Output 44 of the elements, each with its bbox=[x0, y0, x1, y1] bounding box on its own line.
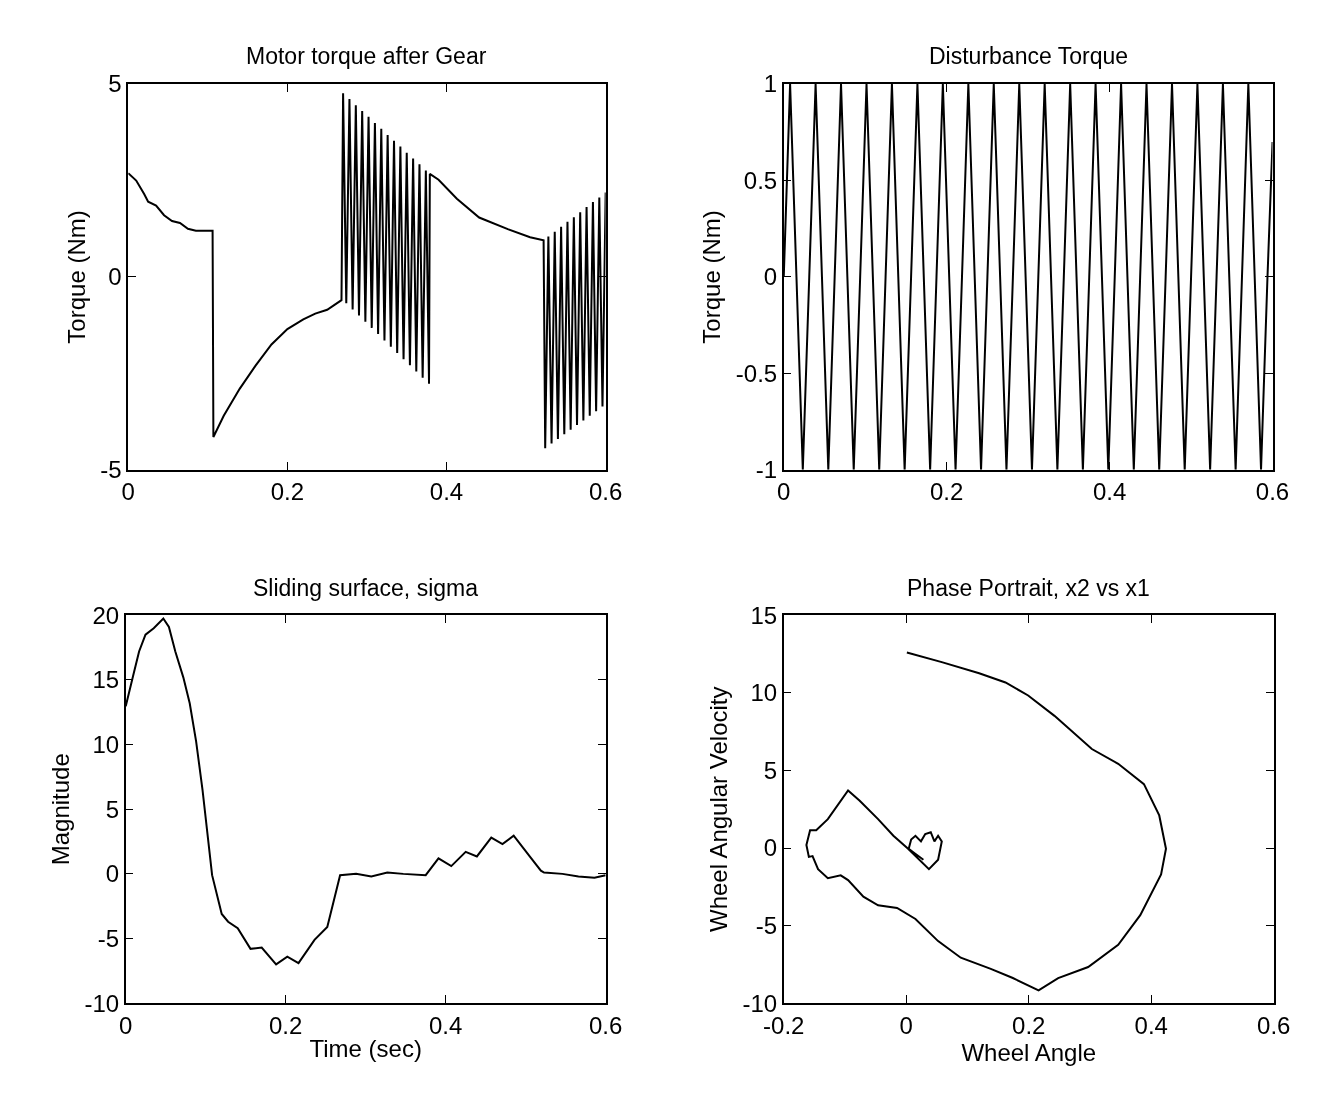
y-axis-title: Wheel Angular Velocity bbox=[705, 686, 733, 932]
y-tick-label: 0 bbox=[763, 263, 778, 291]
x-axis-title: Wheel Angle bbox=[961, 1038, 1097, 1066]
chart-title: Phase Portrait, x2 vs x1 bbox=[907, 575, 1150, 601]
y-tick-label: -1 bbox=[755, 456, 778, 484]
y-tick-label: 1 bbox=[763, 70, 778, 98]
x-tick-label: 0.6 bbox=[1257, 1011, 1291, 1039]
x-tick-label: 0.6 bbox=[588, 478, 623, 506]
x-tick-label: 0.2 bbox=[1012, 1011, 1046, 1039]
x-tick-label: 0.4 bbox=[1134, 1011, 1168, 1039]
x-tick-label: 0.4 bbox=[1092, 478, 1127, 506]
y-tick-label: -5 bbox=[97, 924, 120, 952]
x-tick-label: 0.6 bbox=[588, 1011, 623, 1039]
y-tick-label: 15 bbox=[750, 601, 778, 629]
y-axis-title: Torque (Nm) bbox=[62, 210, 90, 344]
x-tick-label: 0.2 bbox=[269, 1011, 303, 1039]
y-axis-title: Torque (Nm) bbox=[698, 210, 726, 344]
chart-title: Motor torque after Gear bbox=[246, 43, 487, 69]
y-tick-label: 15 bbox=[92, 666, 120, 694]
y-tick-label: -5 bbox=[100, 456, 122, 484]
chart-title: Disturbance Torque bbox=[929, 43, 1129, 69]
line-series bbox=[805, 651, 1167, 992]
y-tick-label: -10 bbox=[84, 989, 120, 1017]
y-tick-label: 10 bbox=[750, 679, 778, 707]
x-tick-label: 0 bbox=[899, 1011, 913, 1039]
y-tick-label: 10 bbox=[92, 730, 120, 758]
x-axis-title: Time (sec) bbox=[309, 1034, 422, 1062]
y-tick-label: 5 bbox=[105, 795, 120, 823]
x-tick-label: 0.4 bbox=[429, 1011, 463, 1039]
y-tick-label: 5 bbox=[763, 756, 778, 784]
y-tick-label: 5 bbox=[108, 70, 122, 98]
chart-title: Sliding surface, sigma bbox=[253, 575, 479, 601]
y-tick-label: 20 bbox=[92, 601, 120, 629]
x-tick-label: 0.6 bbox=[1255, 478, 1290, 506]
x-tick-label: 0.2 bbox=[270, 478, 305, 506]
y-tick-label: 0 bbox=[105, 860, 120, 888]
x-tick-label: 0.2 bbox=[929, 478, 964, 506]
y-tick-label: 0 bbox=[763, 834, 778, 862]
y-axis-title: Magnitude bbox=[47, 753, 75, 866]
y-tick-label: -0.5 bbox=[735, 359, 778, 387]
y-tick-label: -5 bbox=[755, 911, 778, 939]
y-tick-label: 0 bbox=[108, 263, 122, 291]
x-tick-label: 0.4 bbox=[429, 478, 464, 506]
y-tick-label: 0.5 bbox=[743, 166, 778, 194]
